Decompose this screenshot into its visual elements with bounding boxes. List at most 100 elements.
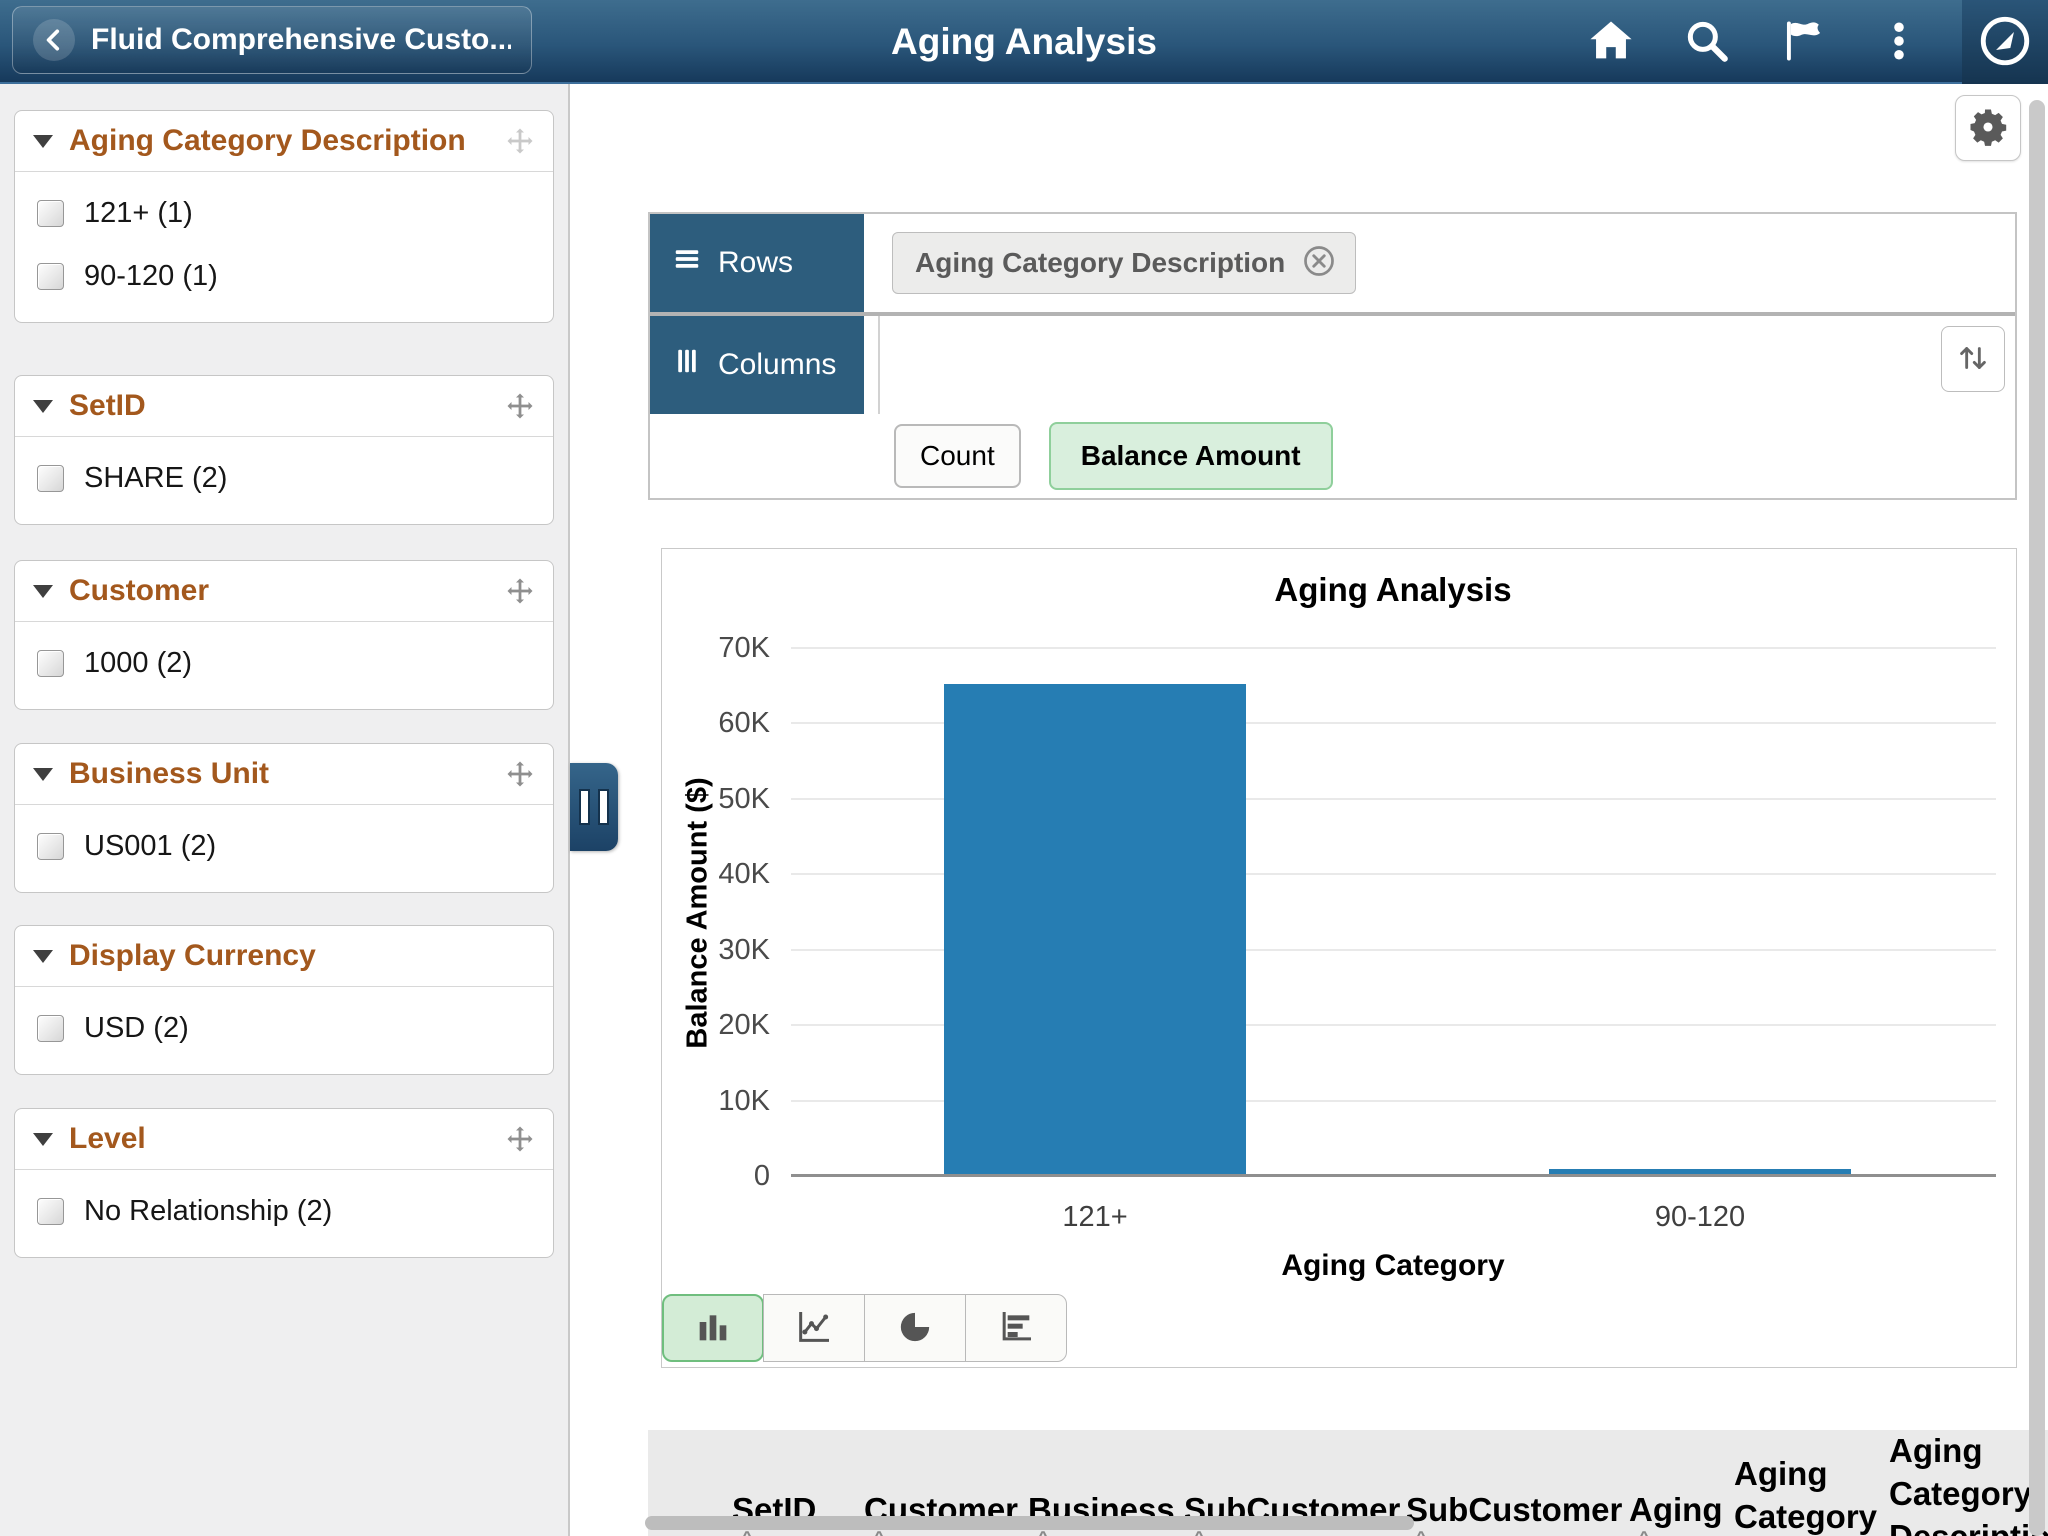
column-header-aging-category[interactable]: Aging Category (1734, 1455, 1878, 1535)
horizontal-bar-chart-button[interactable] (965, 1294, 1067, 1362)
facet-option-1000-2[interactable]: 1000 (2) (37, 632, 553, 695)
checkbox[interactable] (37, 833, 64, 860)
facet-header[interactable]: Display Currency (15, 926, 553, 987)
sidebar-collapse-handle[interactable] (570, 763, 618, 851)
gridline (791, 1099, 1996, 1102)
navbar-compass-icon (1976, 12, 2034, 73)
sort-caret-icon[interactable]: ^ (740, 1526, 754, 1536)
facet-options: 1000 (2) (15, 622, 553, 709)
facet-option-label: 1000 (2) (84, 647, 193, 679)
facet-options: US001 (2) (15, 805, 553, 892)
y-tick-label: 50K (718, 782, 770, 815)
move-icon[interactable] (505, 759, 535, 789)
app-header: Fluid Comprehensive Custo... Aging Analy… (0, 0, 2048, 84)
facet-option-label: US001 (2) (84, 830, 217, 862)
sort-caret-icon[interactable]: ^ (1036, 1526, 1050, 1536)
collapse-arrow-icon[interactable] (33, 584, 53, 598)
facet-setid: SetID SHARE (2) (14, 375, 554, 525)
facet-option-no-relationship-2[interactable]: No Relationship (2) (37, 1180, 553, 1243)
columns-icon (672, 346, 702, 384)
collapse-arrow-icon[interactable] (33, 767, 53, 781)
horizontal-bar-chart-icon (996, 1307, 1036, 1350)
chart-panel: Aging Analysis Balance Amount ($) 0 10K 20… (661, 548, 2017, 1368)
checkbox[interactable] (37, 200, 64, 227)
gridline (791, 873, 1996, 876)
facet-title: SetID (69, 389, 146, 422)
sort-caret-icon[interactable]: ^ (1192, 1526, 1206, 1536)
move-icon[interactable] (505, 1124, 535, 1154)
collapse-arrow-icon[interactable] (33, 949, 53, 963)
facet-header[interactable]: Business Unit (15, 744, 553, 805)
sort-button[interactable] (1941, 326, 2005, 392)
actions-menu-button[interactable] (1866, 9, 1932, 75)
move-icon[interactable] (505, 391, 535, 421)
facet-business-unit: Business Unit US001 (2) (14, 743, 554, 893)
rows-label: Rows (718, 246, 794, 279)
sort-caret-icon[interactable]: ^ (872, 1526, 886, 1536)
facet-option-share-2[interactable]: SHARE (2) (37, 447, 553, 510)
facet-header[interactable]: Customer (15, 561, 553, 622)
remove-chip-icon[interactable] (1301, 243, 1337, 284)
columns-block[interactable]: Columns (650, 316, 864, 414)
facet-option-usd-2[interactable]: USD (2) (37, 997, 553, 1060)
rows-block[interactable]: Rows (650, 214, 864, 312)
navbar-button[interactable] (1962, 0, 2048, 84)
facet-header[interactable]: Level (15, 1109, 553, 1170)
sort-arrows-icon (1954, 339, 1992, 380)
column-header-aging-id[interactable]: AgingID (1629, 1491, 1723, 1536)
checkbox[interactable] (37, 263, 64, 290)
facet-option-121-1[interactable]: 121+ (1) (37, 182, 553, 245)
column-header-subcustomer-2[interactable]: SubCustomer2 (1406, 1491, 1623, 1536)
y-tick-label: 0 (753, 1160, 770, 1192)
flag-button[interactable] (1770, 9, 1836, 75)
checkbox[interactable] (37, 650, 64, 677)
bar-chart-icon (693, 1307, 733, 1350)
options-gear-button[interactable] (1955, 95, 2021, 161)
line-chart-icon (794, 1307, 834, 1350)
collapse-arrow-icon[interactable] (33, 399, 53, 413)
flag-icon (1777, 15, 1829, 70)
sort-caret-icon[interactable]: ^ (1414, 1526, 1428, 1536)
y-axis-title: Balance Amount ($) (681, 777, 714, 1049)
checkbox[interactable] (37, 465, 64, 492)
facet-option-us001-2[interactable]: US001 (2) (37, 815, 553, 878)
facet-options: 121+ (1) 90-120 (1) (15, 172, 553, 322)
rows-drop-zone[interactable]: Aging Category Description (864, 214, 2015, 312)
facet-title: Display Currency (69, 939, 316, 972)
pause-icon (579, 789, 590, 825)
collapse-arrow-icon[interactable] (33, 134, 53, 148)
checkbox[interactable] (37, 1015, 64, 1042)
facet-option-label: 90-120 (1) (84, 260, 218, 292)
collapse-arrow-icon[interactable] (33, 1132, 53, 1146)
move-icon[interactable] (505, 126, 535, 156)
bar-chart-button[interactable] (662, 1294, 764, 1362)
x-tick-label: 90-120 (1654, 1201, 1746, 1233)
facet-options: SHARE (2) (15, 437, 553, 524)
row-field-chip[interactable]: Aging Category Description (892, 232, 1357, 294)
facet-sidebar: Aging Category Description 121+ (1) 90-1… (0, 84, 570, 1536)
home-button[interactable] (1578, 9, 1644, 75)
vertical-scrollbar[interactable] (2029, 100, 2045, 1536)
checkbox[interactable] (37, 1198, 64, 1225)
facet-header[interactable]: Aging Category Description (15, 111, 553, 172)
facet-header[interactable]: SetID (15, 376, 553, 437)
facet-option-label: 121+ (1) (84, 197, 193, 229)
bar-121[interactable] (944, 683, 1246, 1174)
facet-option-90-120-1[interactable]: 90-120 (1) (37, 245, 553, 308)
columns-drop-zone[interactable] (878, 316, 2015, 414)
bar-90-120[interactable] (1549, 1169, 1851, 1174)
measure-balance-amount-button[interactable]: Balance Amount (1048, 422, 1333, 490)
search-button[interactable] (1674, 9, 1740, 75)
facet-customer: Customer 1000 (2) (14, 560, 554, 710)
sort-caret-icon[interactable]: ^ (1637, 1526, 1651, 1536)
line-chart-button[interactable] (763, 1294, 865, 1362)
gear-icon (1967, 106, 2009, 151)
measure-count-button[interactable]: Count (894, 424, 1021, 488)
pivot-divider (650, 312, 2015, 316)
move-icon[interactable] (505, 576, 535, 606)
horizontal-scrollbar[interactable] (645, 1516, 1414, 1530)
back-button[interactable]: Fluid Comprehensive Custo... (12, 6, 532, 74)
pie-chart-button[interactable] (864, 1294, 966, 1362)
